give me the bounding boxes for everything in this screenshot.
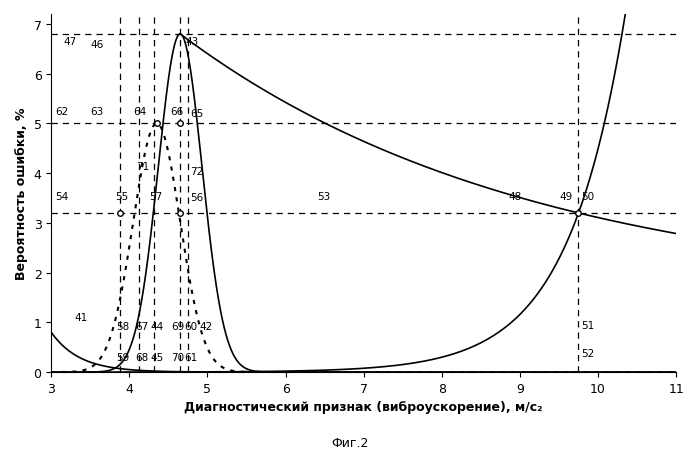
Text: 59: 59 — [116, 352, 129, 362]
Y-axis label: Вероятность ошибки, %: Вероятность ошибки, % — [15, 108, 28, 280]
Text: 53: 53 — [317, 191, 330, 201]
Text: 51: 51 — [581, 320, 594, 330]
Text: 56: 56 — [190, 193, 203, 202]
Text: 41: 41 — [75, 313, 88, 322]
Text: Фиг.2: Фиг.2 — [331, 437, 368, 450]
Text: 62: 62 — [55, 107, 69, 117]
Text: 49: 49 — [559, 191, 572, 201]
Text: 63: 63 — [90, 107, 103, 117]
Text: 54: 54 — [55, 191, 69, 201]
Text: 46: 46 — [90, 40, 103, 50]
Text: 52: 52 — [581, 349, 594, 359]
Text: 71: 71 — [136, 161, 149, 171]
Text: 43: 43 — [186, 37, 199, 47]
Text: 47: 47 — [63, 37, 76, 47]
Text: 58: 58 — [116, 322, 129, 331]
Text: 69: 69 — [171, 322, 184, 331]
Text: 45: 45 — [150, 352, 164, 362]
Text: 50: 50 — [581, 191, 594, 201]
Text: 57: 57 — [149, 191, 162, 201]
Text: 44: 44 — [150, 322, 164, 331]
Text: 60: 60 — [184, 322, 197, 331]
Text: 67: 67 — [135, 322, 148, 331]
Text: 61: 61 — [184, 352, 197, 362]
Text: 70: 70 — [171, 352, 184, 362]
Text: 42: 42 — [200, 322, 213, 331]
Text: 55: 55 — [115, 191, 129, 201]
Text: 72: 72 — [190, 166, 203, 176]
Text: 66: 66 — [170, 107, 183, 117]
X-axis label: Диагностический признак (виброускорение), м/с₂: Диагностический признак (виброускорение)… — [185, 400, 543, 414]
Text: 48: 48 — [508, 191, 521, 201]
Text: 65: 65 — [190, 109, 203, 119]
Text: 68: 68 — [135, 352, 148, 362]
Text: 64: 64 — [134, 107, 147, 117]
